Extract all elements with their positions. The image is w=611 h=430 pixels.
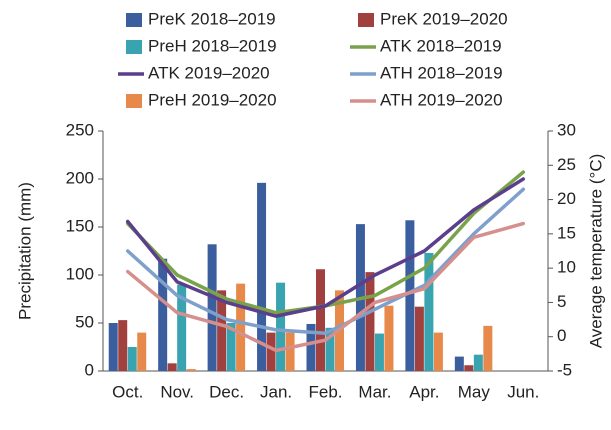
bar: [483, 325, 493, 371]
line: [125, 221, 526, 353]
bar: [384, 305, 394, 371]
bar: [186, 369, 196, 371]
bar: [236, 283, 246, 371]
y-tick-label: 100: [66, 264, 94, 283]
bar: [325, 327, 335, 371]
y-tick-label: 250: [66, 120, 94, 139]
bar: [374, 333, 384, 371]
bar: [226, 323, 236, 371]
legend-label: ATH 2018–2019: [380, 63, 503, 82]
legend-label: PreH 2019–2020: [148, 90, 277, 109]
y2-tick-label: 20: [557, 189, 576, 208]
bar: [158, 258, 168, 371]
x-tick-label: Mar.: [358, 382, 391, 401]
y-tick-label: 200: [66, 168, 94, 187]
bar: [433, 332, 443, 371]
y2-tick-label: 0: [557, 326, 566, 345]
bar: [127, 347, 137, 371]
bar: [424, 252, 434, 371]
line: [125, 177, 526, 318]
y2-tick-label: 25: [557, 155, 576, 174]
bar: [405, 220, 415, 371]
y2-tick-label: 10: [557, 258, 576, 277]
bar: [276, 282, 286, 371]
x-tick-label: Apr.: [409, 382, 439, 401]
x-tick-label: Feb.: [308, 382, 342, 401]
legend-label: PreK 2019–2020: [380, 9, 508, 28]
legend-label: ATK 2018–2019: [380, 36, 502, 55]
legend-label: ATH 2019–2020: [380, 90, 503, 109]
bar: [217, 290, 227, 371]
x-tick-label: Jan.: [260, 382, 292, 401]
legend-label: PreH 2018–2019: [148, 36, 277, 55]
y2-tick-label: 15: [557, 223, 576, 242]
x-tick-label: May: [458, 382, 491, 401]
y-axis-label: Precipitation (mm): [15, 182, 34, 320]
bar: [167, 363, 177, 371]
bar: [266, 332, 276, 371]
bar: [316, 269, 325, 371]
bar: [365, 272, 375, 371]
bar: [177, 284, 187, 371]
bar: [306, 323, 316, 371]
x-tick-label: Dec.: [209, 382, 244, 401]
line: [125, 187, 526, 336]
bar: [207, 244, 217, 371]
bar: [454, 356, 464, 371]
y-tick-label: 0: [85, 360, 94, 379]
y2-axis-label: Average temperature (°C): [586, 154, 605, 349]
y2-tick-label: -5: [557, 360, 572, 379]
bar: [414, 306, 424, 371]
bar: [137, 332, 147, 371]
x-tick-label: Oct.: [112, 382, 143, 401]
bar: [257, 182, 267, 371]
bar: [108, 323, 118, 371]
y2-tick-label: 30: [557, 120, 576, 139]
legend-swatch: [126, 13, 142, 27]
legend-swatch: [358, 13, 374, 27]
bar: [285, 332, 295, 371]
x-tick-label: Jun.: [507, 382, 539, 401]
legend-swatch: [126, 40, 142, 54]
bar: [118, 320, 128, 371]
legend-swatch: [126, 94, 142, 108]
x-tick-label: Nov.: [160, 382, 194, 401]
legend-label: ATK 2019–2020: [148, 63, 270, 82]
y-tick-label: 150: [66, 216, 94, 235]
legend-label: PreK 2018–2019: [148, 9, 276, 28]
y-tick-label: 50: [75, 312, 94, 331]
bar: [464, 365, 474, 371]
y2-tick-label: 5: [557, 292, 566, 311]
bar: [473, 354, 483, 371]
